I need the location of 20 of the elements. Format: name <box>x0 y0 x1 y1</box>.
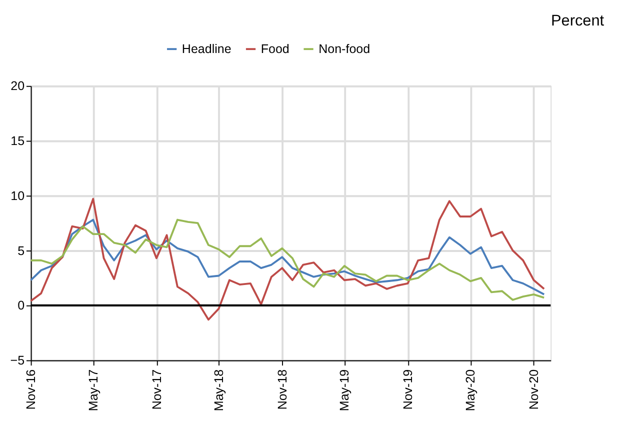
x-tick-label: Nov-19 <box>401 369 416 410</box>
legend-label: Non-food <box>318 42 370 56</box>
legend-label: Food <box>260 42 290 56</box>
x-tick-label: May-17 <box>86 369 100 412</box>
y-tick-label: 0 <box>18 298 25 313</box>
y-tick-label: 20 <box>10 79 25 94</box>
y-tick-label: 10 <box>10 188 25 203</box>
x-tick-label: Nov-20 <box>527 369 542 410</box>
x-tick-label: Nov-17 <box>150 369 164 410</box>
y-tick-label: 5 <box>18 244 25 258</box>
x-tick-label: May-18 <box>212 369 226 412</box>
x-tick-label: Nov-18 <box>275 369 290 410</box>
x-tick-label: Nov-16 <box>24 369 38 410</box>
y-tick-label: 15 <box>10 134 25 148</box>
y-axis-title: Percent <box>550 12 605 30</box>
legend-label: Headline <box>182 42 232 56</box>
x-tick-label: May-20 <box>464 369 478 412</box>
x-tick-label: May-19 <box>338 369 352 412</box>
y-tick-label: −5 <box>10 354 25 368</box>
line-series <box>30 198 546 321</box>
